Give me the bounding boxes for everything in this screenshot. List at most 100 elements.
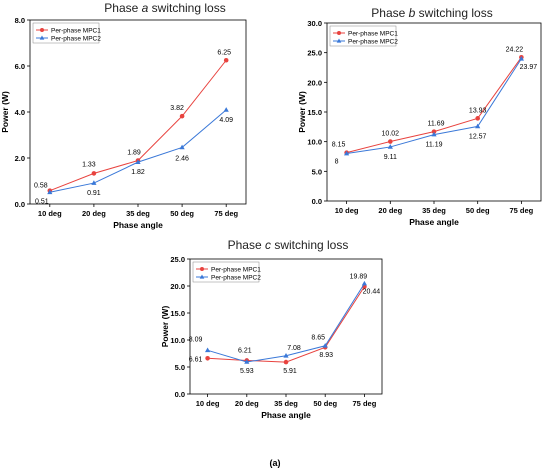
data-label: 1.33 <box>82 161 96 168</box>
y-tick-label: 25.0 <box>170 255 185 264</box>
data-label: 8.65 <box>311 334 325 341</box>
y-tick-label: 0.0 <box>175 390 185 399</box>
data-label: 1.89 <box>127 150 141 157</box>
series-line-2 <box>346 58 522 155</box>
legend-box <box>32 22 100 44</box>
legend-marker-mpc2 <box>336 38 342 43</box>
y-tick-label: 5.0 <box>312 167 322 176</box>
data-label: 1.82 <box>131 169 145 176</box>
chart-title-suffix: switching loss <box>148 1 225 15</box>
chart-title-prefix: Phase <box>371 6 408 20</box>
y-tick-label: 15.0 <box>307 108 322 117</box>
data-label: 4.09 <box>219 117 233 124</box>
chart-phase-c: Phase c switching loss 0.0 5.0 10.0 15.0 20.0… <box>160 238 383 420</box>
data-label: 19.89 <box>350 274 368 281</box>
x-tick-label: 10 deg <box>335 206 359 215</box>
x-tick-label: 10 deg <box>38 209 62 218</box>
data-point-mpc2 <box>179 144 185 150</box>
data-point-mpc2 <box>205 347 211 353</box>
y-tick-label: 2.0 <box>15 154 25 163</box>
y-tick-label: 20.0 <box>307 78 322 87</box>
chart-phase-a: Phase a switching loss 0.0 2.0 4.0 6.0 8.0 10 … <box>0 1 247 230</box>
data-point-mpc1 <box>179 113 185 119</box>
data-point-mpc1 <box>223 57 229 63</box>
data-label: 8.15 <box>332 142 346 149</box>
data-point-mpc2 <box>244 359 250 364</box>
series-line-1 <box>346 57 522 154</box>
y-tick-label: 10.0 <box>307 138 322 147</box>
x-tick-label: 20 deg <box>235 399 259 408</box>
legend-label: Per-phase MPC2 <box>51 36 101 43</box>
data-point-mpc2 <box>431 131 437 137</box>
data-point-mpc2 <box>518 55 524 61</box>
data-label: 2.46 <box>175 155 189 162</box>
x-tick-label: 50 deg <box>170 209 194 218</box>
y-tick-label: 15.0 <box>170 309 185 318</box>
chart-title-phase-letter: b <box>409 6 416 20</box>
legend-label: Per-phase MPC1 <box>211 267 261 274</box>
data-label: 8.93 <box>319 352 333 359</box>
data-label: 13.93 <box>469 107 487 114</box>
legend-marker-mpc1 <box>40 28 44 32</box>
y-tick-label: 4.0 <box>15 108 25 117</box>
x-tick-label: 10 deg <box>196 399 220 408</box>
data-label: 11.19 <box>426 142 443 149</box>
legend-label: Per-phase MPC2 <box>211 275 261 282</box>
legend-marker-mpc1 <box>337 31 341 35</box>
data-label: 12.57 <box>469 133 487 140</box>
x-tick-label: 75 deg <box>214 209 238 218</box>
data-point-mpc2 <box>475 123 481 129</box>
y-axis-label: Power (W) <box>297 91 307 133</box>
data-point-mpc1 <box>91 171 97 176</box>
chart-title: Phase c switching loss <box>228 238 349 252</box>
x-axis-label: Phase angle <box>261 410 311 420</box>
chart-title-suffix: switching loss <box>415 6 492 20</box>
x-tick-label: 50 deg <box>466 206 490 215</box>
chart-title-prefix: Phase <box>228 238 265 252</box>
data-label: 0.91 <box>87 190 101 197</box>
x-tick-label: 35 deg <box>422 206 446 215</box>
data-point-mpc2 <box>91 180 97 185</box>
y-tick-label: 10.0 <box>170 336 185 345</box>
chart-phase-b: Phase b switching loss 0.0 5.0 10.0 15.0 20.0… <box>297 6 542 227</box>
data-point-mpc1 <box>475 116 480 121</box>
data-point-mpc2 <box>223 107 229 112</box>
data-label: 11.69 <box>428 121 445 128</box>
figure-label: (a) <box>270 458 281 468</box>
data-point-mpc2 <box>344 150 350 156</box>
legend-box <box>329 25 397 47</box>
data-label: 6.21 <box>238 347 252 354</box>
x-tick-label: 75 deg <box>510 206 534 215</box>
x-tick-label: 50 deg <box>313 399 337 408</box>
x-tick-label: 20 deg <box>82 209 106 218</box>
chart-title-phase-letter: c <box>265 238 271 252</box>
y-tick-label: 6.0 <box>15 62 25 71</box>
data-label: 3.82 <box>170 105 184 112</box>
x-tick-label: 35 deg <box>274 399 298 408</box>
legend-marker-mpc2 <box>39 35 45 40</box>
x-tick-label: 20 deg <box>378 206 402 215</box>
series-line-1 <box>207 286 365 363</box>
legend-label: Per-phase MPC2 <box>348 39 398 46</box>
data-point-mpc2 <box>361 280 367 286</box>
data-label: 24.22 <box>506 46 524 53</box>
data-label: 8.09 <box>189 336 203 343</box>
legend-label: Per-phase MPC1 <box>348 31 398 38</box>
data-label: 20.44 <box>363 289 381 296</box>
data-point-mpc2 <box>47 189 53 195</box>
data-point-mpc2 <box>283 352 289 358</box>
data-label: 23.97 <box>520 64 538 71</box>
x-tick-label: 35 deg <box>126 209 150 218</box>
chart-title-prefix: Phase <box>104 1 141 15</box>
chart-title-phase-letter: a <box>142 1 149 15</box>
data-point-mpc2 <box>387 144 393 149</box>
plot-frame <box>29 19 247 205</box>
data-point-mpc1 <box>283 359 289 365</box>
data-point-mpc1 <box>205 356 210 361</box>
data-label: 0.51 <box>35 198 49 205</box>
y-tick-label: 25.0 <box>307 49 322 58</box>
legend-label: Per-phase MPC1 <box>51 28 101 35</box>
data-label: 8 <box>335 159 339 166</box>
data-label: 5.93 <box>240 368 254 375</box>
